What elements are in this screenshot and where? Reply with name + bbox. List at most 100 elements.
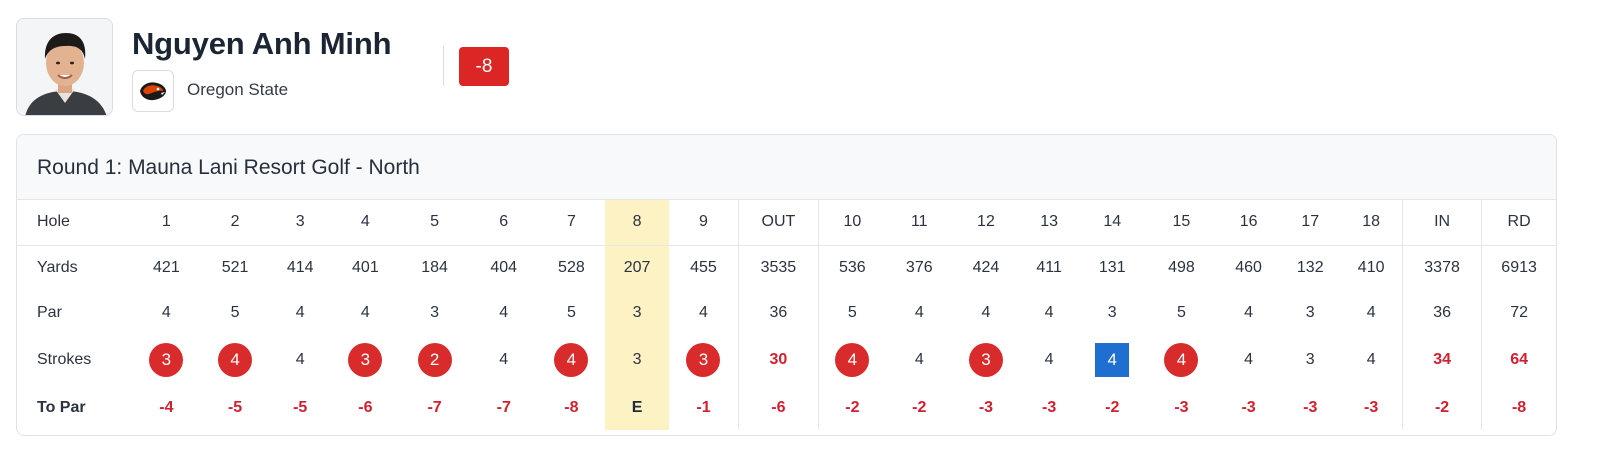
row-label-to-par: To Par bbox=[37, 398, 86, 416]
par-cell: 4 bbox=[161, 303, 171, 321]
par-cell: 4 bbox=[981, 303, 991, 321]
to-par-cell: -5 bbox=[293, 398, 308, 416]
beaver-logo-icon bbox=[140, 82, 166, 101]
to-par-cell: -2 bbox=[845, 398, 860, 416]
hole-cell: 1 bbox=[131, 200, 202, 246]
team-name[interactable]: Oregon State bbox=[187, 80, 289, 99]
player-header: Nguyen Anh Minh Oregon State -8 bbox=[16, 18, 616, 118]
strokes-cell: 3 bbox=[1305, 351, 1315, 368]
birdie-marker: 3 bbox=[149, 343, 184, 377]
hole-cell: 14 bbox=[1078, 200, 1146, 246]
par-cell: 4 bbox=[1340, 290, 1403, 335]
yards-cell: 404 bbox=[490, 258, 518, 276]
player-photo-icon bbox=[17, 19, 112, 115]
hole-cell: 18 bbox=[1340, 200, 1403, 246]
par-cell: 3 bbox=[430, 303, 439, 321]
row-label-par: Par bbox=[37, 303, 62, 321]
row-label-yards: Yards bbox=[37, 258, 78, 276]
to-par-cell: -3 bbox=[1303, 398, 1318, 416]
yards-cell: 3535 bbox=[738, 245, 819, 290]
par-cell: 4 bbox=[499, 303, 509, 321]
par-cell: 5 bbox=[230, 303, 240, 321]
strokes-cell: 34 bbox=[1402, 335, 1483, 385]
to-par-cell: -1 bbox=[668, 385, 740, 430]
yards-cell: 521 bbox=[221, 258, 249, 276]
to-par-cell: -6 bbox=[738, 385, 819, 430]
yards-cell: 460 bbox=[1235, 258, 1262, 276]
bogey-marker: 4 bbox=[1095, 343, 1130, 377]
scorecard-row-hole: Hole 1 2 3 4 5 6 7 8 9 OUT 10 11 12 13 14 15 16 17 18 IN RD bbox=[17, 200, 1556, 246]
par-cell: 4 bbox=[1044, 303, 1054, 321]
row-label-strokes: Strokes bbox=[37, 351, 92, 368]
strokes-cell: 4 bbox=[1079, 335, 1146, 385]
hole-cell: 11 bbox=[886, 200, 953, 246]
par-cell: 4 bbox=[668, 290, 740, 335]
hole-cell: OUT bbox=[738, 200, 819, 246]
par-cell: 3 bbox=[1107, 303, 1117, 321]
strokes-cell: 64 bbox=[1510, 351, 1528, 368]
to-par-cell: -2 bbox=[1402, 385, 1483, 430]
row-label-hole: Hole bbox=[17, 200, 132, 246]
to-par-cell: -7 bbox=[427, 398, 442, 416]
par-cell: 3 bbox=[1305, 303, 1315, 321]
to-par-cell: -5 bbox=[227, 398, 243, 416]
to-par-cell: -3 bbox=[1241, 398, 1256, 416]
strokes-cell: 4 bbox=[1244, 351, 1254, 368]
birdie-marker: 3 bbox=[348, 343, 383, 377]
yards-cell: 411 bbox=[1036, 258, 1062, 276]
strokes-cell: 4 bbox=[1146, 335, 1217, 385]
hole-cell: 10 bbox=[818, 200, 887, 246]
hole-cell: 7 bbox=[537, 200, 606, 246]
par-cell: 72 bbox=[1510, 303, 1528, 321]
to-par-cell: -2 bbox=[912, 398, 927, 416]
birdie-marker: 4 bbox=[835, 343, 870, 377]
yards-cell: 207 bbox=[605, 245, 669, 290]
scorecard-row-yards: Yards 421 521 414 401 184 404 528 207 455 3535 536 3… bbox=[17, 245, 1556, 290]
par-cell: 4 bbox=[1244, 303, 1254, 321]
to-par-cell: -3 bbox=[1174, 398, 1189, 416]
hole-cell: 13 bbox=[1019, 200, 1079, 246]
birdie-marker: 4 bbox=[554, 343, 589, 377]
hole-cell: IN bbox=[1402, 200, 1483, 246]
hole-cell: 4 bbox=[331, 200, 399, 246]
strokes-cell: 4 bbox=[818, 335, 886, 385]
birdie-marker: 3 bbox=[686, 343, 721, 377]
to-par-cell: -3 bbox=[1041, 398, 1057, 416]
hole-cell: 2 bbox=[201, 200, 269, 246]
hole-cell: 6 bbox=[470, 200, 538, 246]
to-par-cell: -7 bbox=[496, 398, 511, 416]
strokes-cell: 4 bbox=[914, 351, 924, 368]
yards-cell: 376 bbox=[905, 258, 933, 276]
hole-cell: 9 bbox=[668, 200, 740, 246]
scorecard-row-to-par: To Par -4 -5 -5 -6 -7 -7 -8 E -1 -6 -2 -2 -3 -3 -2 -3 -3-… bbox=[17, 385, 1556, 430]
par-cell: 5 bbox=[566, 303, 576, 321]
scorecard-row-par: Par 4 5 4 4 3 4 5 3 4 36 5 4 4 4 3 5 4 3 4 36 72 bbox=[17, 290, 1556, 335]
yards-cell: 6913 bbox=[1501, 258, 1537, 276]
yards-cell: 498 bbox=[1168, 258, 1195, 276]
par-cell: 36 bbox=[1402, 290, 1483, 335]
strokes-cell: 3 bbox=[668, 335, 740, 385]
hole-cell: 5 bbox=[398, 200, 471, 246]
player-avatar[interactable] bbox=[16, 18, 113, 116]
yards-cell: 528 bbox=[558, 258, 585, 276]
hole-cell: RD bbox=[1481, 200, 1556, 246]
birdie-marker: 4 bbox=[218, 343, 253, 377]
par-cell: 4 bbox=[295, 303, 305, 321]
round-scorecard: Round 1: Mauna Lani Resort Golf - North … bbox=[16, 134, 1557, 436]
team-logo[interactable] bbox=[132, 70, 174, 112]
player-name[interactable]: Nguyen Anh Minh bbox=[132, 26, 392, 61]
hole-cell: 16 bbox=[1217, 200, 1281, 246]
par-cell: 36 bbox=[738, 290, 819, 335]
hole-cell: 8 bbox=[605, 200, 669, 246]
to-par-cell: -8 bbox=[564, 398, 579, 416]
round-title: Round 1: Mauna Lani Resort Golf - North bbox=[17, 135, 1556, 200]
hole-cell: 3 bbox=[268, 200, 332, 246]
to-par-cell: -3 bbox=[978, 398, 994, 416]
strokes-cell: 3 bbox=[131, 335, 201, 385]
strokes-cell: 4 bbox=[1340, 335, 1403, 385]
strokes-cell: 3 bbox=[332, 335, 399, 385]
par-cell: 4 bbox=[360, 303, 370, 321]
yards-cell: 455 bbox=[668, 245, 740, 290]
hole-cell: 17 bbox=[1280, 200, 1341, 246]
yards-cell: 132 bbox=[1296, 258, 1324, 276]
